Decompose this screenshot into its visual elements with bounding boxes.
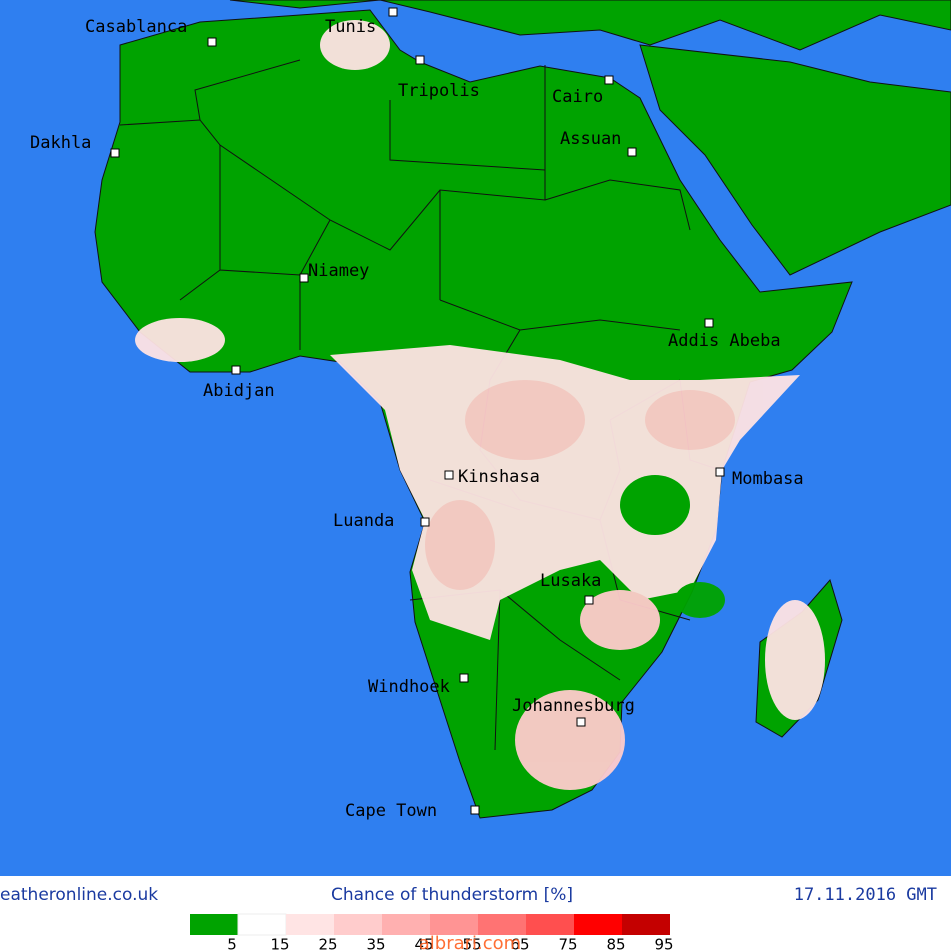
city-marker <box>704 318 714 328</box>
city-marker <box>459 673 469 683</box>
legend-label: 35 <box>366 936 385 951</box>
legend-swatch <box>190 914 238 935</box>
city-label: Windhoek <box>368 677 450 697</box>
legend-label: 75 <box>558 936 577 951</box>
map-title: Chance of thunderstorm [%] <box>331 885 573 905</box>
legend-swatch <box>237 913 287 936</box>
city-label: Cairo <box>552 87 603 107</box>
city-marker <box>470 805 480 815</box>
legend-swatch <box>334 914 382 935</box>
legend-swatch <box>430 914 478 935</box>
legend-label: 65 <box>510 936 529 951</box>
city-label: Cape Town <box>345 801 437 821</box>
legend-label: 25 <box>318 936 337 951</box>
zone <box>465 380 585 460</box>
city-label: Johannesburg <box>512 696 635 716</box>
city-label: Abidjan <box>203 381 275 401</box>
city-label: Addis Abeba <box>668 331 781 351</box>
legend-label: 85 <box>606 936 625 951</box>
city-label: Lusaka <box>540 571 601 591</box>
legend-label: 55 <box>462 936 481 951</box>
zone <box>135 318 225 362</box>
arabia <box>639 44 951 276</box>
city-marker <box>207 37 217 47</box>
city-marker <box>576 717 586 727</box>
city-label: Assuan <box>560 129 621 149</box>
city-marker <box>110 148 120 158</box>
city-label: Luanda <box>333 511 394 531</box>
city-marker <box>388 7 398 17</box>
legend-swatch <box>382 914 430 935</box>
city-marker <box>715 467 725 477</box>
zone <box>320 20 390 70</box>
city-marker <box>415 55 425 65</box>
footer <box>0 876 951 951</box>
thunder-probability <box>135 20 825 790</box>
city-marker <box>604 75 614 85</box>
city-marker <box>444 470 454 480</box>
zone <box>645 390 735 450</box>
city-label: Tripolis <box>398 81 480 101</box>
legend: 5 15 25 35 45 55 65 75 85 95 <box>190 913 674 951</box>
legend-swatch <box>286 914 334 935</box>
city-marker <box>627 147 637 157</box>
legend-swatch <box>526 914 574 935</box>
zone <box>675 582 725 618</box>
city-marker <box>231 365 241 375</box>
zone <box>620 475 690 535</box>
zone <box>515 690 625 790</box>
date: 17.11.2016 GMT <box>794 885 937 905</box>
legend-label: 15 <box>270 936 289 951</box>
legend-swatch <box>478 914 526 935</box>
city-label: Dakhla <box>30 133 91 153</box>
city-label: Niamey <box>308 261 369 281</box>
site: eatheronline.co.uk <box>0 885 158 905</box>
city-label: Casablanca <box>85 17 187 37</box>
city-marker <box>299 273 309 283</box>
city-marker <box>584 595 594 605</box>
legend-label: 5 <box>227 936 237 951</box>
zone <box>765 600 825 720</box>
cities: Casablanca Tunis Tripolis Cairo Dakhla Assuan… <box>30 7 804 821</box>
legend-swatch <box>574 914 622 935</box>
legend-label: 95 <box>654 936 673 951</box>
city-marker <box>420 517 430 527</box>
europe <box>229 0 951 51</box>
city-label: Tunis <box>325 17 376 37</box>
zone <box>425 500 495 590</box>
city-label: Kinshasa <box>458 467 540 487</box>
legend-swatch <box>622 914 670 935</box>
watermark: albrari.com <box>419 933 521 951</box>
zone <box>580 590 660 650</box>
legend-label: 45 <box>414 936 433 951</box>
city-label: Mombasa <box>732 469 804 489</box>
